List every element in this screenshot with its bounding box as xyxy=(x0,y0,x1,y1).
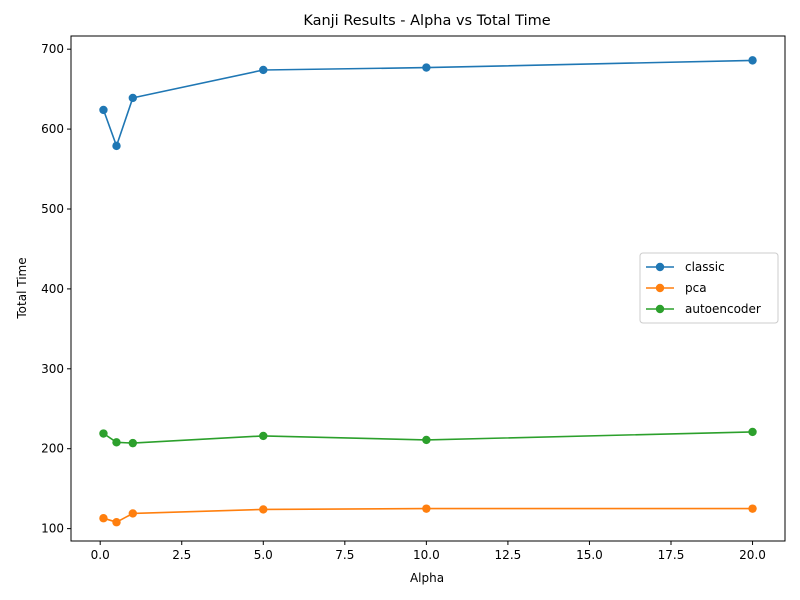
plot-area xyxy=(99,56,757,527)
x-tick-label: 2.5 xyxy=(172,548,191,562)
legend-marker-classic xyxy=(655,262,665,272)
data-point-autoencoder xyxy=(259,431,268,441)
x-axis-label: Alpha xyxy=(410,571,444,585)
data-point-pca xyxy=(128,509,138,518)
data-point-classic xyxy=(422,63,431,72)
x-tick-label: 0.0 xyxy=(91,548,110,562)
y-tick-label: 600 xyxy=(41,122,64,136)
data-point-classic xyxy=(748,56,757,65)
legend-marker-pca xyxy=(655,283,665,293)
axis-ticks: 0.0 2.5 5.0 7.5 10.0 12.5 15.0 17.5 20.0 100 200 30… xyxy=(41,42,766,562)
x-tick-label: 5.0 xyxy=(254,548,273,562)
data-point-autoencoder xyxy=(128,438,138,448)
y-tick-label: 200 xyxy=(41,442,64,456)
data-point-autoencoder xyxy=(112,438,121,447)
chart-title: Kanji Results - Alpha vs Total Time xyxy=(303,13,550,29)
y-axis-label: Total Time xyxy=(15,257,29,319)
data-point-pca xyxy=(748,504,757,513)
legend-label-autoencoder: autoencoder xyxy=(685,302,761,316)
data-point-pca xyxy=(422,504,431,513)
legend-box xyxy=(639,252,779,324)
legend-label-classic: classic xyxy=(685,260,725,274)
y-tick-label: 400 xyxy=(41,282,64,296)
data-point-pca xyxy=(259,505,268,514)
y-tick-label: 100 xyxy=(41,522,64,536)
data-point-autoencoder xyxy=(748,427,757,437)
series-autoencoder xyxy=(99,427,757,448)
x-tick-label: 12.5 xyxy=(495,548,522,562)
data-point-classic xyxy=(128,93,138,103)
y-tick-label: 700 xyxy=(41,42,64,56)
x-tick-label: 17.5 xyxy=(658,548,685,562)
data-point-classic xyxy=(259,65,268,75)
x-tick-label: 10.0 xyxy=(413,548,440,562)
data-point-classic xyxy=(99,105,108,115)
x-tick-label: 20.0 xyxy=(739,548,766,562)
data-point-classic xyxy=(112,141,121,151)
data-point-pca xyxy=(99,514,108,523)
series-line-classic xyxy=(102,59,753,147)
data-point-autoencoder xyxy=(422,435,431,445)
y-tick-label: 500 xyxy=(41,202,64,216)
x-tick-label: 7.5 xyxy=(335,548,354,562)
legend: classic pca autoencoder xyxy=(639,252,779,324)
legend-marker-autoencoder xyxy=(655,304,665,314)
data-point-autoencoder xyxy=(99,429,108,438)
y-tick-label: 300 xyxy=(41,362,64,376)
data-point-pca xyxy=(112,518,121,527)
series-pca xyxy=(99,504,757,527)
series-classic xyxy=(99,56,757,151)
x-tick-label: 15.0 xyxy=(576,548,603,562)
legend-label-pca: pca xyxy=(685,281,707,295)
